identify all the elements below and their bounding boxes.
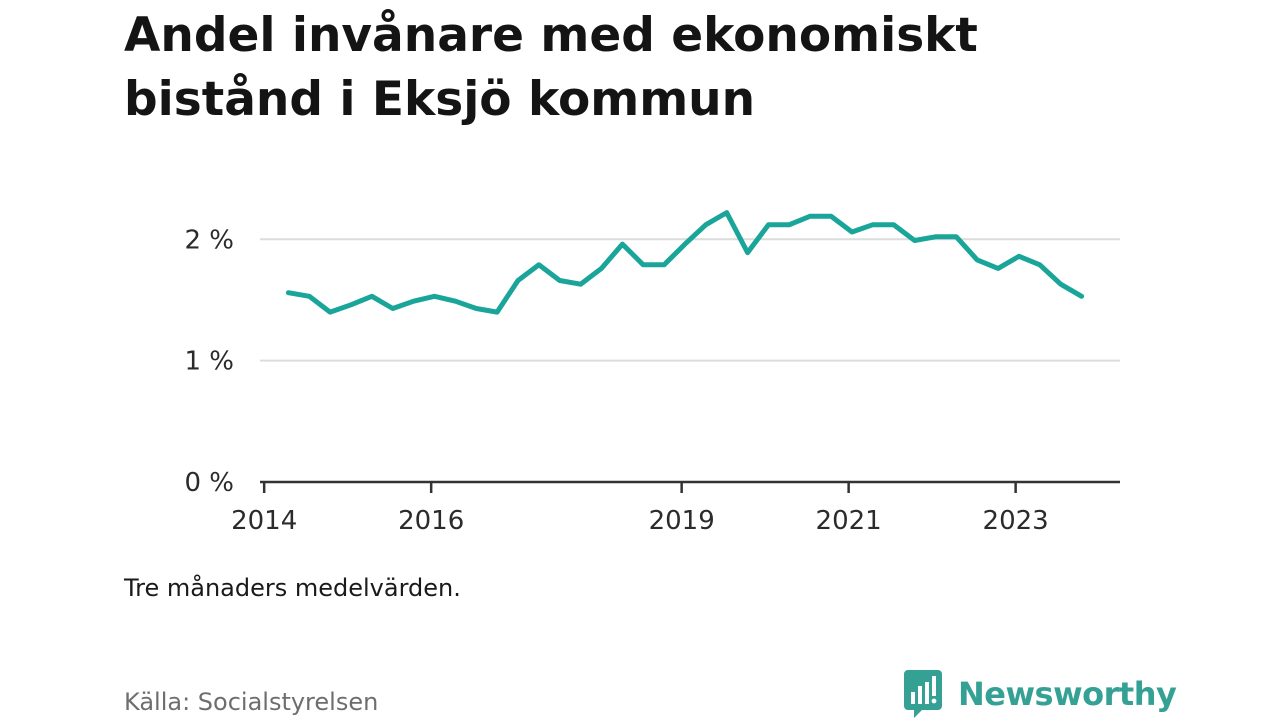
x-tick-label: 2014 (231, 506, 297, 536)
chart-title: Andel invånare med ekonomiskt bistånd i … (124, 8, 978, 127)
x-tick-label: 2016 (398, 506, 464, 536)
y-tick-label: 2 % (184, 225, 234, 255)
chart-note: Tre månaders medelvärden. (124, 574, 461, 602)
newsworthy-logo: Newsworthy (902, 670, 1177, 718)
series-line (285, 210, 1085, 315)
y-tick-label: 1 % (184, 347, 234, 377)
newsworthy-logo-icon (904, 670, 942, 718)
axis-layer: 0 % 1 % 2 % 2014 2016 2019 2021 2023 (184, 225, 1120, 536)
x-tick-label: 2019 (649, 506, 715, 536)
y-tick-label: 0 % (184, 468, 234, 498)
x-tick-label: 2023 (983, 506, 1049, 536)
series-layer (285, 210, 1085, 315)
source-label: Källa: Socialstyrelsen (124, 688, 379, 716)
x-tick-label: 2021 (816, 506, 882, 536)
grid-layer (260, 238, 1120, 362)
brand-name: Newsworthy (958, 675, 1177, 713)
